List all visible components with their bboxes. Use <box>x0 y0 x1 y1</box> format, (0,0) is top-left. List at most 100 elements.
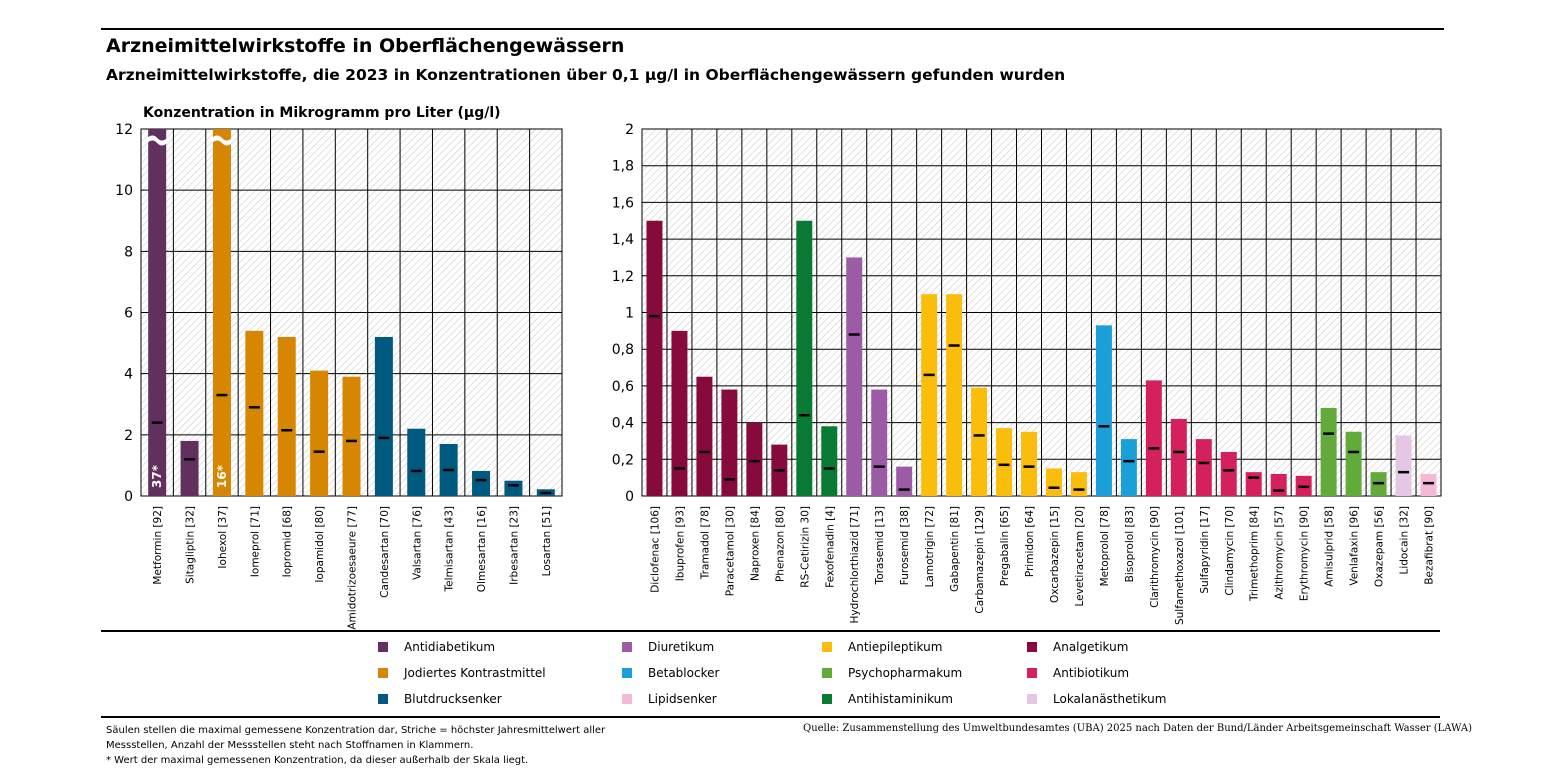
legend-label: Antiepileptikum <box>848 640 943 654</box>
legend-label: Antidiabetikum <box>404 640 496 654</box>
bar <box>148 129 167 496</box>
x-tick-label: Phenazon [80] <box>774 506 786 582</box>
legend-label: Analgetikum <box>1053 640 1129 654</box>
x-tick-label: Telmisartan [43] <box>444 506 456 592</box>
x-tick-label: Pregabalin [65] <box>999 506 1011 586</box>
legend-label: Diuretikum <box>648 640 715 654</box>
bar <box>1021 431 1038 496</box>
legend-swatch <box>378 642 388 652</box>
bar <box>946 294 963 496</box>
legend-label: Betablocker <box>648 666 720 680</box>
x-tick-label: Carbamazepin [129] <box>974 506 986 614</box>
x-tick-label: Oxcarbazepin [15] <box>1049 506 1061 603</box>
bar <box>1270 473 1287 496</box>
x-tick-label: Metformin [92] <box>152 506 164 585</box>
legend-top-rule <box>101 630 1440 632</box>
legend-label: Jodiertes Kontrastmittel <box>404 666 546 680</box>
bar <box>846 257 863 496</box>
x-tick-label: Trimethoprim [84] <box>1249 506 1261 602</box>
bar-value-label: 16* <box>215 464 229 488</box>
legend-item: Blutdrucksenker <box>378 692 502 706</box>
legend-item: Antibiotikum <box>1027 666 1129 680</box>
bar-value-label: 37* <box>150 464 164 488</box>
y-tick-label: 1,2 <box>612 269 634 285</box>
x-tick-label: Venlafaxin [96] <box>1349 506 1361 586</box>
x-tick-label: Bezafibrat [90] <box>1424 506 1436 585</box>
y-tick-label: 12 <box>115 122 133 138</box>
bar <box>696 376 713 496</box>
bar <box>310 370 329 496</box>
legend-item: Antihistaminikum <box>822 692 953 706</box>
y-tick-label: 4 <box>124 367 133 383</box>
legend-label: Lipidsenker <box>648 692 717 706</box>
y-tick-label: 1,6 <box>612 195 634 211</box>
axis-break-mark <box>147 135 168 146</box>
bar <box>374 336 393 496</box>
bar <box>1220 451 1237 496</box>
bar <box>1120 439 1137 496</box>
bar <box>746 422 763 496</box>
bar <box>1070 472 1087 496</box>
x-tick-label: Levetiracetam [20] <box>1074 506 1086 607</box>
y-tick-label: 0,8 <box>612 342 634 358</box>
y-tick-label: 0 <box>625 489 634 505</box>
bar <box>1145 380 1162 496</box>
legend-swatch <box>822 642 832 652</box>
bar <box>180 440 199 496</box>
legend-swatch <box>1027 642 1037 652</box>
legend-item: Jodiertes Kontrastmittel <box>378 666 546 680</box>
x-tick-label: Iomeprol [71] <box>249 506 261 577</box>
x-tick-label: Oxazepam [56] <box>1374 506 1386 587</box>
legend-swatch <box>822 668 832 678</box>
bar <box>1095 325 1112 496</box>
bar <box>996 428 1013 496</box>
bar <box>212 129 231 496</box>
legend-item: Analgetikum <box>1027 640 1128 654</box>
y-tick-label: 1,4 <box>612 232 634 248</box>
legend-swatch <box>822 694 832 704</box>
bar <box>1420 473 1437 496</box>
legend-item: Antidiabetikum <box>378 640 495 654</box>
x-tick-label: Azithromycin [57] <box>1274 506 1286 600</box>
x-tick-label: Iopamidol [80] <box>314 506 326 583</box>
x-tick-label: Metoprolol [78] <box>1099 506 1111 586</box>
page-title: Arzneimittelwirkstoffe in Oberflächengew… <box>106 35 625 57</box>
page-subtitle: Arzneimittelwirkstoffe, die 2023 in Konz… <box>106 66 1066 84</box>
x-tick-label: Hydrochlorthiazid [71] <box>849 506 861 623</box>
chart-right: 0 0,2 0,4 0,6 0,8 1 1,2 1,4 1,6 1,8 2 Diclofenac [1… <box>612 122 1442 625</box>
x-tick-label: Naproxen [84] <box>749 506 761 581</box>
x-tick-label: Ibuprofen [93] <box>674 506 686 581</box>
x-tick-label: Valsartan [76] <box>411 506 423 580</box>
plot-frame <box>641 128 1442 497</box>
x-tick-label: Amisulprid [58] <box>1324 506 1336 587</box>
x-tick-label: RS-Cetirizin 30] <box>799 506 811 588</box>
x-tick-label: Sulfamethoxazol [101] <box>1174 506 1186 625</box>
chart-left: 0 2 4 6 8 10 12 37* Metformin [92] Sitagliptin [3… <box>115 122 563 630</box>
bar <box>472 470 491 496</box>
legend-label: Antibiotikum <box>1053 666 1130 680</box>
y-tick-label: 0,2 <box>612 452 634 468</box>
legend-label: Blutdrucksenker <box>404 692 502 706</box>
x-tick-label: Clarithromycin [90] <box>1149 506 1161 608</box>
footnote-1: Säulen stellen die maximal gemessene Kon… <box>106 725 606 751</box>
y-axis-label: Konzentration in Mikrogramm pro Liter (µ… <box>143 105 501 121</box>
y-tick-label: 0,6 <box>612 379 634 395</box>
x-tick-label: Clindamycin [70] <box>1224 506 1236 596</box>
y-tick-label: 6 <box>124 306 133 322</box>
x-tick-label: Iopromid [68] <box>282 506 294 577</box>
legend-label: Lokalanästhetikum <box>1053 692 1167 706</box>
legend-swatch <box>622 694 632 704</box>
bar <box>342 376 361 496</box>
bar <box>1395 435 1412 496</box>
bar <box>646 220 663 496</box>
y-tick-label: 10 <box>115 183 133 199</box>
x-tick-label: Sulfapyridin [17] <box>1199 506 1211 594</box>
x-tick-label: Losartan [51] <box>541 506 553 576</box>
x-tick-label: Gabapentin [81] <box>949 506 961 592</box>
x-tick-label: Sitagliptin [32] <box>185 506 197 584</box>
bar <box>721 389 738 496</box>
bar <box>896 466 913 496</box>
x-tick-label: Diclofenac [106] <box>649 506 661 593</box>
y-tick-label: 8 <box>124 244 133 260</box>
